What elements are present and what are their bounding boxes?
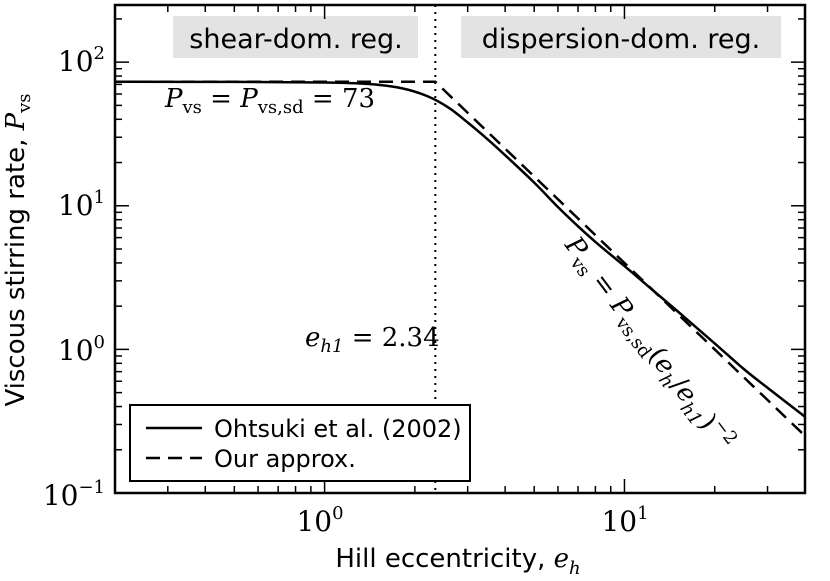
- legend: Ohtsuki et al. (2002) Our approx.: [129, 404, 471, 482]
- region-shear-label: shear-dom. reg.: [189, 24, 402, 55]
- x-tick-label-10: 101: [601, 503, 648, 538]
- y-tick-label-1: 100: [58, 332, 105, 367]
- x-tick-labels: 100 101: [296, 503, 648, 538]
- region-shear-bg: [173, 16, 418, 58]
- annotation-eh1: eh1 = 2.34: [305, 323, 440, 357]
- y-tick-label-10: 101: [58, 187, 105, 222]
- y-axis-label: Viscous stirring rate, Pvs: [1, 93, 35, 406]
- y-tick-labels: 10−1 100 101 102: [43, 43, 105, 512]
- y-tick-label-100: 102: [58, 43, 105, 78]
- series-approx-line: [115, 80, 806, 437]
- series-ohtsuki-line: [114, 80, 806, 418]
- y-tick-label-0.1: 10−1: [43, 477, 105, 512]
- x-tick-label-1: 100: [296, 503, 343, 538]
- legend-box: [129, 404, 471, 482]
- legend-label-approx: Our approx.: [214, 445, 356, 473]
- legend-label-ohtsuki: Ohtsuki et al. (2002): [214, 415, 462, 443]
- region-dispersion-bg: [461, 16, 781, 58]
- plot-frame: [113, 3, 807, 495]
- annotation-plateau: Pvs = Pvs,sd = 73: [164, 84, 375, 118]
- x-axis-label: Hill eccentricity, eh: [335, 544, 580, 579]
- region-dispersion-label: dispersion-dom. reg.: [482, 24, 760, 55]
